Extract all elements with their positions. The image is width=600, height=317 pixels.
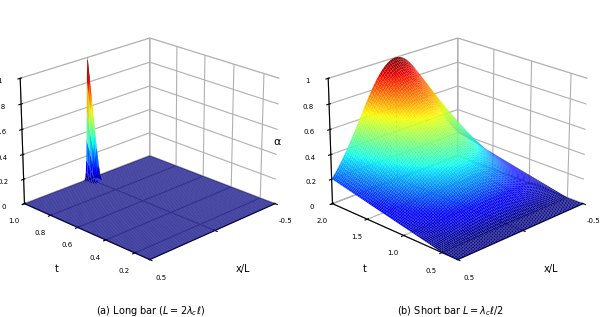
Text: (a) Long bar $(L = 2\lambda_c\ell)$: (a) Long bar $(L = 2\lambda_c\ell)$	[95, 304, 205, 317]
X-axis label: x/L: x/L	[544, 264, 559, 274]
X-axis label: x/L: x/L	[236, 264, 250, 274]
Y-axis label: t: t	[362, 264, 367, 274]
Text: (b) Short bar $L = \lambda_c\ell/2$: (b) Short bar $L = \lambda_c\ell/2$	[397, 304, 503, 317]
Y-axis label: t: t	[55, 264, 58, 274]
